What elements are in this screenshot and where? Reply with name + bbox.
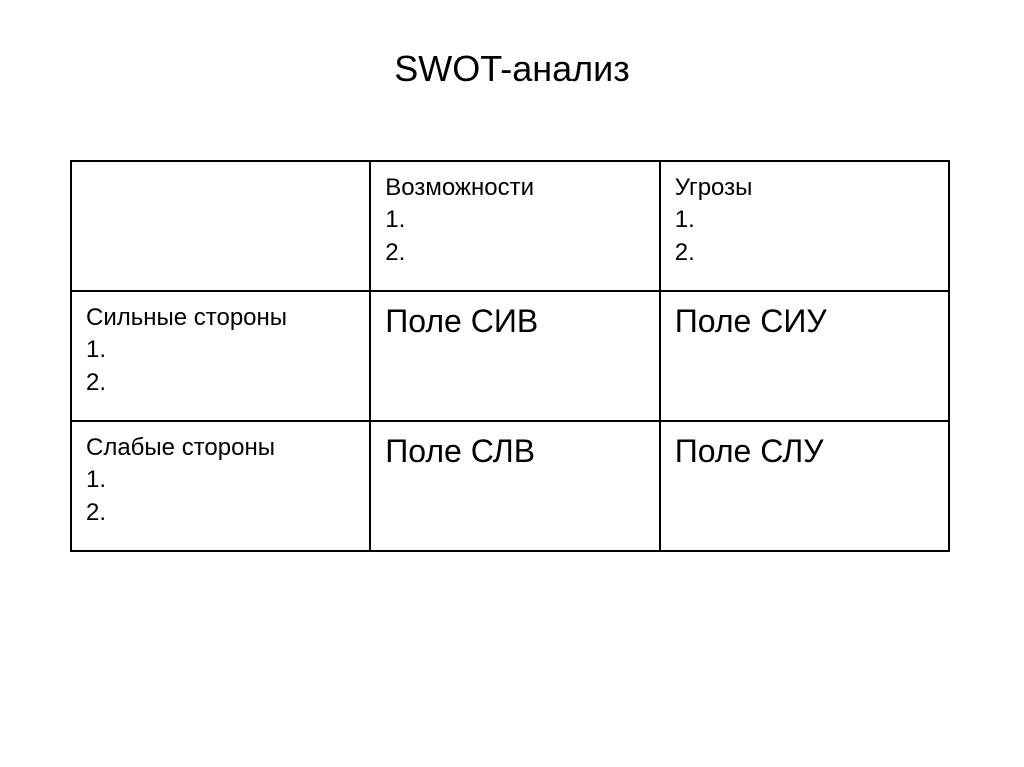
row-label-weaknesses: Слабые стороны1.2. bbox=[71, 421, 370, 551]
field-siu: Поле СИУ bbox=[660, 291, 949, 421]
table-row: Возможности1.2. Угрозы1.2. bbox=[71, 161, 949, 291]
field-slu: Поле СЛУ bbox=[660, 421, 949, 551]
field-siv: Поле СИВ bbox=[370, 291, 660, 421]
field-slv: Поле СЛВ bbox=[370, 421, 660, 551]
row-label-strengths: Сильные стороны1.2. bbox=[71, 291, 370, 421]
table-row: Слабые стороны1.2. Поле СЛВ Поле СЛУ bbox=[71, 421, 949, 551]
table-row: Сильные стороны1.2. Поле СИВ Поле СИУ bbox=[71, 291, 949, 421]
header-blank-cell bbox=[71, 161, 370, 291]
header-opportunities-cell: Возможности1.2. bbox=[370, 161, 660, 291]
swot-table: Возможности1.2. Угрозы1.2. Сильные сторо… bbox=[70, 160, 950, 552]
slide: SWOT-анализ Возможности1.2. Угрозы1.2. С… bbox=[0, 0, 1024, 767]
page-title: SWOT-анализ bbox=[0, 48, 1024, 90]
header-threats-cell: Угрозы1.2. bbox=[660, 161, 949, 291]
